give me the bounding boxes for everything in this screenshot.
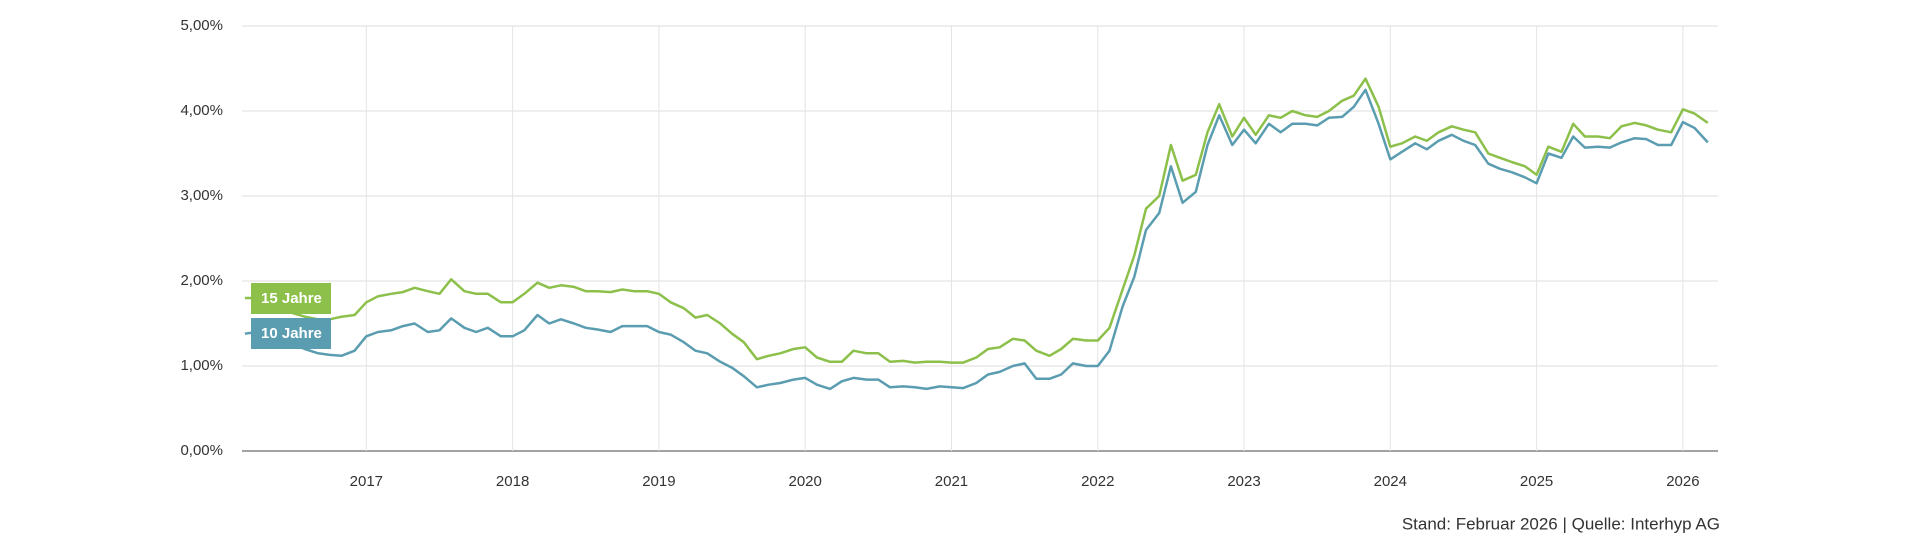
x-tick-label: 2017 (350, 473, 383, 490)
x-tick-label: 2025 (1520, 473, 1553, 490)
y-tick-label: 0,00% (180, 442, 223, 459)
x-tick-label: 2023 (1227, 473, 1260, 490)
x-tick-label: 2019 (642, 473, 675, 490)
x-tick-label: 2024 (1374, 473, 1407, 490)
x-tick-label: 2022 (1081, 473, 1114, 490)
y-tick-label: 5,00% (180, 17, 223, 34)
y-tick-label: 1,00% (180, 357, 223, 374)
y-tick-label: 3,00% (180, 187, 223, 204)
legend-swatch (251, 283, 331, 314)
legend-label: 10 Jahre (261, 325, 322, 342)
legend-label: 15 Jahre (261, 290, 322, 307)
series-line (244, 88, 1709, 391)
x-tick-label: 2020 (789, 473, 822, 490)
x-tick-label: 2018 (496, 473, 529, 490)
legend-swatch (251, 318, 331, 349)
source-note: Stand: Februar 2026 | Quelle: Interhyp A… (1402, 514, 1720, 533)
y-tick-label: 4,00% (180, 102, 223, 119)
x-tick-label: 2026 (1666, 473, 1699, 490)
x-tick-label: 2021 (935, 473, 968, 490)
series-line (244, 77, 1709, 364)
y-tick-label: 2,00% (180, 272, 223, 289)
